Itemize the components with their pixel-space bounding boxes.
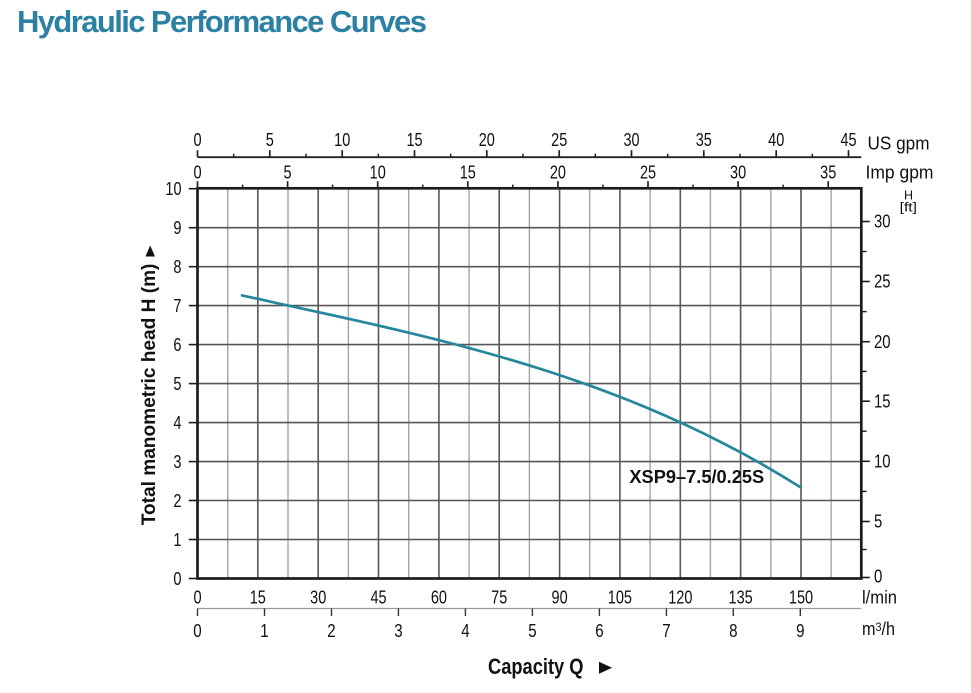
- svg-text:10: 10: [874, 452, 891, 472]
- svg-text:3: 3: [173, 452, 181, 472]
- svg-text:20: 20: [479, 130, 495, 150]
- svg-text:4: 4: [173, 413, 181, 433]
- svg-text:20: 20: [550, 163, 566, 183]
- svg-text:30: 30: [310, 588, 326, 608]
- svg-text:120: 120: [668, 588, 692, 608]
- svg-text:0: 0: [874, 566, 882, 586]
- svg-text:XSP9–7.5/0.25S: XSP9–7.5/0.25S: [629, 467, 764, 487]
- svg-text:40: 40: [768, 130, 784, 150]
- svg-text:0: 0: [193, 588, 201, 608]
- svg-text:15: 15: [250, 588, 266, 608]
- svg-text:5: 5: [284, 163, 292, 183]
- svg-text:2: 2: [327, 621, 335, 641]
- svg-text:H: H: [904, 189, 913, 203]
- svg-text:135: 135: [729, 588, 753, 608]
- svg-text:7: 7: [173, 296, 181, 316]
- svg-text:[ft]: [ft]: [900, 201, 917, 215]
- svg-text:5: 5: [266, 130, 274, 150]
- svg-text:US gpm: US gpm: [868, 134, 930, 154]
- svg-text:l/min: l/min: [862, 588, 897, 608]
- svg-text:9: 9: [796, 621, 804, 641]
- svg-text:60: 60: [431, 588, 447, 608]
- svg-text:45: 45: [370, 588, 386, 608]
- svg-text:90: 90: [552, 588, 568, 608]
- svg-text:Total manometric head H (m): Total manometric head H (m): [139, 264, 160, 526]
- svg-text:1: 1: [260, 621, 268, 641]
- svg-text:7: 7: [662, 621, 670, 641]
- svg-text:1: 1: [173, 530, 181, 550]
- svg-text:6: 6: [595, 621, 603, 641]
- svg-text:30: 30: [730, 163, 746, 183]
- svg-text:4: 4: [461, 621, 469, 641]
- svg-text:105: 105: [608, 588, 632, 608]
- svg-text:0: 0: [193, 621, 201, 641]
- svg-text:Imp gpm: Imp gpm: [866, 163, 934, 183]
- svg-text:15: 15: [406, 130, 422, 150]
- svg-text:25: 25: [874, 272, 891, 292]
- svg-text:m3/h: m3/h: [862, 619, 895, 639]
- svg-text:3: 3: [394, 621, 402, 641]
- svg-text:10: 10: [370, 163, 386, 183]
- svg-text:6: 6: [173, 335, 181, 355]
- svg-text:8: 8: [729, 621, 737, 641]
- svg-text:0: 0: [173, 569, 181, 589]
- svg-text:8: 8: [173, 257, 181, 277]
- svg-text:30: 30: [874, 212, 891, 232]
- svg-text:35: 35: [820, 163, 836, 183]
- svg-text:15: 15: [460, 163, 476, 183]
- svg-text:150: 150: [789, 588, 813, 608]
- svg-text:25: 25: [640, 163, 656, 183]
- svg-text:25: 25: [551, 130, 567, 150]
- svg-text:0: 0: [193, 130, 201, 150]
- svg-text:30: 30: [623, 130, 639, 150]
- svg-text:0: 0: [193, 163, 201, 183]
- svg-text:Capacity Q: Capacity Q: [488, 654, 584, 679]
- svg-text:5: 5: [528, 621, 536, 641]
- svg-text:15: 15: [874, 391, 891, 411]
- svg-text:2: 2: [173, 491, 181, 511]
- svg-text:9: 9: [173, 218, 181, 238]
- svg-text:20: 20: [874, 332, 891, 352]
- svg-text:75: 75: [491, 588, 507, 608]
- svg-text:10: 10: [165, 179, 181, 199]
- svg-text:5: 5: [173, 374, 181, 394]
- svg-text:45: 45: [840, 130, 856, 150]
- svg-text:5: 5: [874, 512, 882, 532]
- svg-text:10: 10: [334, 130, 350, 150]
- svg-text:35: 35: [696, 130, 712, 150]
